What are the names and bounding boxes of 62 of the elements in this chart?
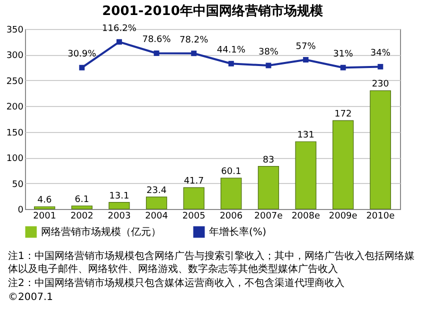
bar (34, 206, 56, 210)
bar (220, 178, 242, 210)
data-label: 31% (333, 50, 354, 60)
x-tick-label: 2007e (254, 212, 284, 222)
x-tick-label: 2009e (328, 212, 358, 222)
x-tick-label: 2010e (366, 212, 396, 222)
text: 注2：中国网络营销市场规模只包含媒体运营商收入，不包含渠道代理商收入 (8, 277, 346, 290)
x-tick-label: 2003 (108, 212, 131, 222)
x-tick-label: 2001 (33, 212, 56, 222)
bar (108, 202, 130, 210)
y-tick-label: 150 (6, 128, 24, 138)
data-label: 78.6% (142, 35, 172, 46)
point (154, 50, 160, 56)
x-tick-label: 2006 (220, 212, 243, 222)
data-label: 60.1 (221, 167, 242, 178)
y-tick-label: 200 (6, 102, 24, 113)
data-label: 57% (296, 42, 316, 52)
x-tick-label: 2005 (182, 212, 206, 222)
data-label: 172 (334, 110, 352, 120)
bar (146, 196, 168, 210)
text: ©2007.1 (8, 291, 54, 304)
chart-title: 2001-2010年中国网络营销市场规模 (102, 2, 323, 19)
data-label: 131 (297, 130, 314, 141)
text: 注1：中国网络营销市场规模包含网络广告与搜索引擎收入；其中，网络广告收入包括网络媒体以及电子邮件、网络软件、网络游戏、数字杂志等其他类型媒体广告收入 (8, 250, 416, 276)
y-tick-label: 0 (18, 206, 24, 216)
data-label: 23.4 (146, 186, 167, 196)
data-label: 30.9% (68, 50, 97, 60)
data-label: 13.1 (109, 191, 130, 202)
bar (332, 120, 354, 210)
y-tick-label: 50 (12, 180, 24, 190)
x-tick-label: 2008e (292, 212, 320, 222)
point (79, 64, 85, 70)
y-tick-label: 100 (6, 154, 24, 164)
legend-label: 网络营销市场规模（亿元） (41, 226, 161, 238)
point (340, 64, 346, 70)
bar (183, 187, 204, 210)
y-tick-label: 350 (6, 26, 24, 36)
bar (258, 166, 280, 210)
data-label: 116.2% (102, 24, 137, 34)
data-label: 83 (262, 155, 274, 166)
x-tick-label: 2004 (145, 212, 168, 222)
bar (295, 141, 316, 210)
data-label: 6.1 (74, 194, 90, 205)
point (378, 64, 384, 70)
data-label: 38% (258, 47, 279, 58)
x-tick-label: 2002 (70, 212, 94, 222)
y-tick-label: 300 (6, 51, 24, 62)
data-label: 4.6 (37, 196, 52, 206)
data-label: 34% (370, 48, 391, 59)
bar (370, 90, 391, 210)
data-label: 44.1% (216, 46, 246, 56)
point (191, 50, 197, 56)
data-label: 230 (372, 80, 390, 90)
point (303, 57, 309, 62)
bar (71, 206, 92, 210)
point (228, 60, 234, 66)
point (266, 62, 272, 68)
legend-label: 年增长率(%) (209, 226, 266, 238)
y-tick-label: 250 (6, 76, 24, 87)
point (116, 39, 122, 45)
data-label: 41.7 (184, 176, 204, 187)
data-label: 78.2% (180, 35, 209, 46)
